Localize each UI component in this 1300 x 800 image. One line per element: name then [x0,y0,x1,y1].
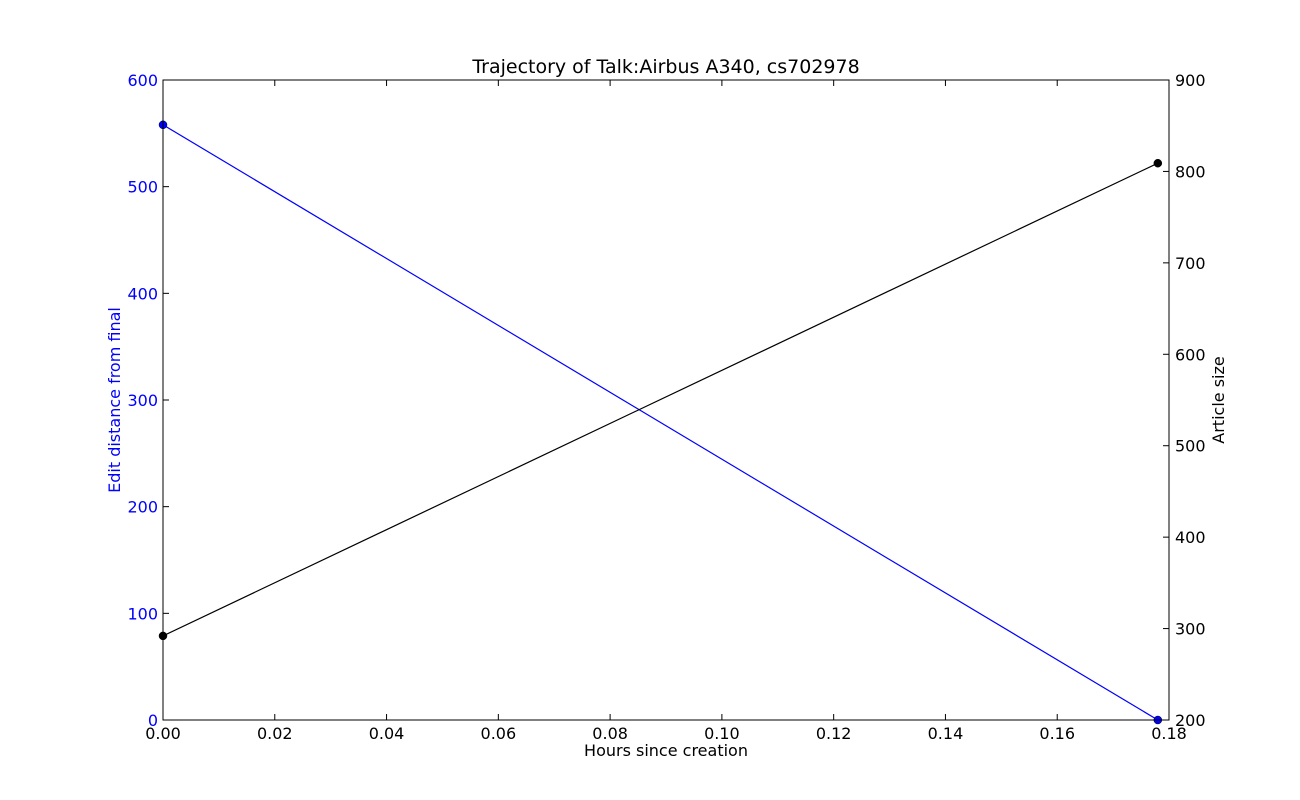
y-right-tick-label: 500 [1175,437,1206,456]
x-tick-label: 0.12 [816,724,852,743]
series-layer [158,120,1163,725]
x-tick-label: 0.16 [1039,724,1075,743]
series-point-article-size [1153,158,1163,168]
x-tick-label: 0.00 [145,724,181,743]
y-right-tick-label: 600 [1175,345,1206,364]
y-left-tick-label: 0 [148,711,158,730]
x-tick-label: 0.14 [928,724,964,743]
series-line-edit-distance [162,124,1159,721]
x-tick-label: 0.06 [481,724,517,743]
series-line-article-size [162,162,1159,637]
y-right-tick-label: 700 [1175,254,1206,273]
y-left-tick-label: 400 [127,284,158,303]
y-right-axis-title: Article size [1209,356,1228,443]
y-left-tick-label: 300 [127,391,158,410]
y-right-tick-label: 300 [1175,620,1206,639]
y-left-tick-label: 100 [127,604,158,623]
y-right-tick-label: 400 [1175,528,1206,547]
y-right-tick-label: 800 [1175,162,1206,181]
y-right-tick-label: 200 [1175,711,1206,730]
x-tick-label: 0.04 [369,724,405,743]
y-left-tick-label: 500 [127,178,158,197]
x-tick-label: 0.08 [592,724,628,743]
x-tick-label: 0.18 [1151,724,1187,743]
x-tick-label: 0.02 [257,724,293,743]
ticks-layer: 0.00 0.02 0.04 0.06 0.08 0.10 0.12 0.14 0.16 0.18… [127,71,1205,743]
y-left-axis-title: Edit distance from final [105,307,124,493]
y-left-tick-label: 600 [127,71,158,90]
y-right-tick-label: 900 [1175,71,1206,90]
x-axis-title: Hours since creation [584,741,748,760]
y-left-tick-label: 200 [127,498,158,517]
x-tick-label: 0.10 [704,724,740,743]
chart-title: Trajectory of Talk:Airbus A340, cs702978 [471,56,859,78]
